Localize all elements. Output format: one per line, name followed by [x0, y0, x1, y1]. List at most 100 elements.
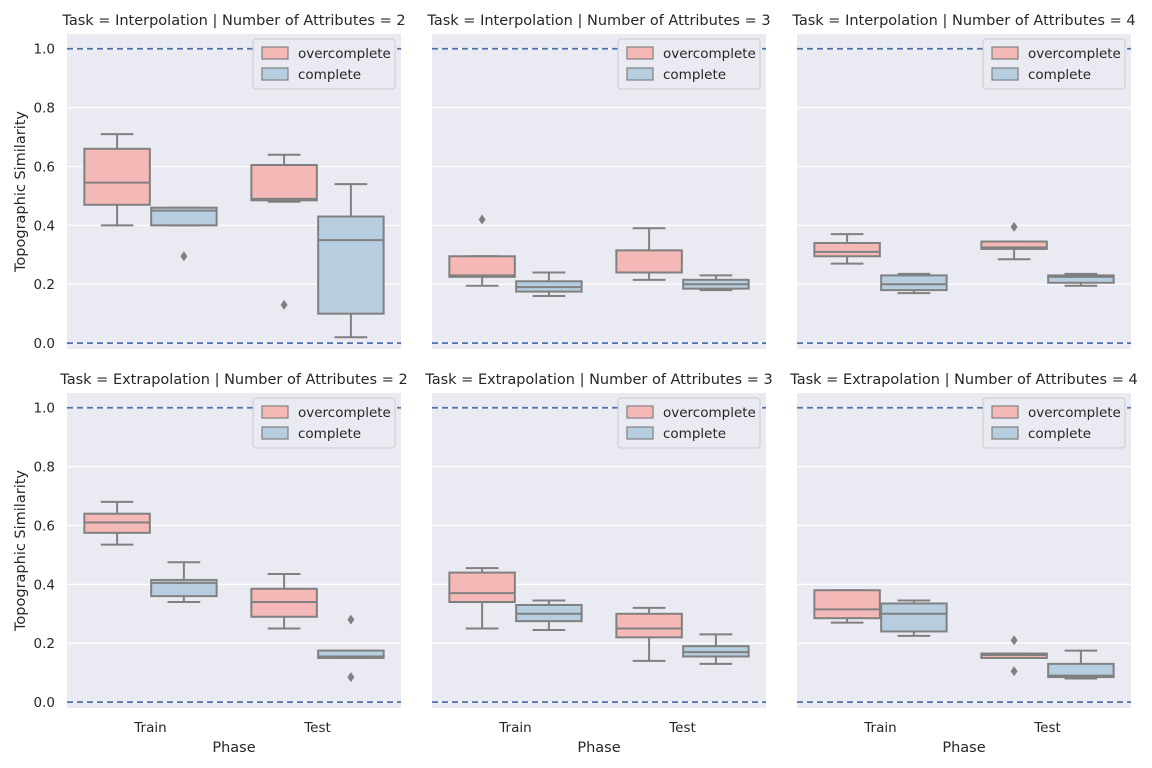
facet-panel-1: Task = Interpolation | Number of Attribu… [13, 13, 406, 352]
facet-panel-3: Task = Interpolation | Number of Attribu… [791, 13, 1136, 349]
legend-label-complete: complete [663, 67, 726, 83]
legend-swatch-complete [261, 67, 289, 81]
facet-panel-6: Task = Extrapolation | Number of Attribu… [789, 372, 1137, 756]
box-complete-train [880, 599, 948, 637]
box-complete-test [682, 633, 750, 665]
iqr-box [880, 602, 948, 633]
iqr-box [250, 164, 318, 202]
y-tick-label: 0.2 [34, 636, 55, 652]
iqr-box [980, 240, 1048, 250]
iqr-box [448, 255, 516, 278]
iqr-box [150, 578, 218, 598]
legend-label-complete: complete [1028, 67, 1091, 83]
x-tick-label: Train [133, 720, 166, 736]
box-complete-test [317, 614, 385, 683]
y-tick-label: 0.4 [34, 577, 55, 593]
facet-panel-5: Task = Extrapolation | Number of Attribu… [424, 372, 772, 756]
y-axis-label: Topographic Similarity [13, 111, 29, 273]
legend: overcomplete complete [617, 397, 761, 449]
legend-label-complete: complete [663, 426, 726, 442]
box-overcomplete-train [448, 567, 516, 630]
box-overcomplete-train [83, 500, 151, 546]
y-axis-label: Topographic Similarity [13, 470, 29, 632]
iqr-box [317, 649, 385, 659]
x-tick-label: Test [1033, 720, 1061, 736]
box-complete-test [317, 183, 385, 339]
facet-panel-4: Task = Extrapolation | Number of Attribu… [13, 372, 408, 756]
box-overcomplete-train [813, 233, 881, 265]
iqr-box [1047, 662, 1115, 679]
panel-title: Task = Extrapolation | Number of Attribu… [424, 372, 772, 388]
y-tick-label: 0.8 [34, 460, 55, 476]
iqr-box [317, 215, 385, 315]
iqr-box [1047, 274, 1115, 284]
x-tick-label: Test [668, 720, 696, 736]
legend-label-overcomplete: overcomplete [1028, 405, 1121, 421]
box-overcomplete-test [250, 573, 318, 630]
outlier-point [280, 299, 288, 310]
legend-label-overcomplete: overcomplete [663, 405, 756, 421]
legend: overcomplete complete [252, 38, 396, 90]
legend-swatch-complete [261, 426, 289, 440]
y-tick-label: 1.0 [34, 42, 55, 58]
legend: overcomplete complete [982, 397, 1126, 449]
box-overcomplete-test [250, 153, 318, 310]
panel-title: Task = Interpolation | Number of Attribu… [791, 13, 1135, 29]
outlier-point [347, 614, 355, 625]
box-complete-test [682, 274, 750, 292]
legend-swatch-overcomplete [626, 405, 654, 419]
box-complete-train [515, 599, 583, 631]
x-axis-label: Phase [942, 740, 985, 756]
iqr-box [83, 147, 151, 206]
y-tick-label: 0.8 [34, 101, 55, 117]
legend-label-complete: complete [1028, 426, 1091, 442]
y-tick-label: 1.0 [34, 401, 55, 417]
x-tick-label: Test [303, 720, 331, 736]
legend: overcomplete complete [252, 397, 396, 449]
legend-swatch-overcomplete [991, 46, 1019, 60]
outlier-point [347, 672, 355, 683]
y-tick-label: 0.0 [34, 336, 55, 352]
box-overcomplete-train [83, 133, 151, 227]
outlier-point [1010, 666, 1018, 677]
box-complete-test [1047, 272, 1115, 287]
panel-title: Task = Extrapolation | Number of Attribu… [789, 372, 1137, 388]
iqr-box [615, 249, 683, 274]
legend-label-overcomplete: overcomplete [1028, 46, 1121, 62]
legend: overcomplete complete [617, 38, 761, 90]
box-complete-test [1047, 649, 1115, 680]
x-tick-label: Train [498, 720, 531, 736]
legend-label-complete: complete [298, 426, 361, 442]
y-tick-label: 0.0 [34, 695, 55, 711]
legend-swatch-complete [626, 67, 654, 81]
x-tick-label: Train [863, 720, 896, 736]
y-tick-label: 0.6 [34, 518, 55, 534]
legend-swatch-overcomplete [261, 46, 289, 60]
box-complete-train [880, 272, 948, 295]
box-complete-train [150, 206, 218, 262]
panel-title: Task = Interpolation | Number of Attribu… [426, 13, 770, 29]
facet-panel-2: Task = Interpolation | Number of Attribu… [426, 13, 771, 349]
legend-label-complete: complete [298, 67, 361, 83]
iqr-box [813, 589, 881, 620]
panel-title: Task = Extrapolation | Number of Attribu… [59, 372, 407, 388]
legend-label-overcomplete: overcomplete [663, 46, 756, 62]
box-overcomplete-train [813, 589, 881, 624]
iqr-box [615, 612, 683, 639]
y-tick-label: 0.4 [34, 218, 55, 234]
legend: overcomplete complete [982, 38, 1126, 90]
iqr-box [813, 242, 881, 258]
box-complete-train [515, 271, 583, 298]
outlier-point [1010, 221, 1018, 232]
box-overcomplete-test [615, 227, 683, 281]
box-overcomplete-train [448, 214, 516, 287]
legend-swatch-overcomplete [261, 405, 289, 419]
legend-swatch-complete [991, 426, 1019, 440]
legend-label-overcomplete: overcomplete [298, 405, 391, 421]
iqr-box [150, 206, 218, 227]
legend-label-overcomplete: overcomplete [298, 46, 391, 62]
x-axis-label: Phase [212, 740, 255, 756]
box-overcomplete-test [980, 635, 1048, 677]
iqr-box [448, 571, 516, 604]
